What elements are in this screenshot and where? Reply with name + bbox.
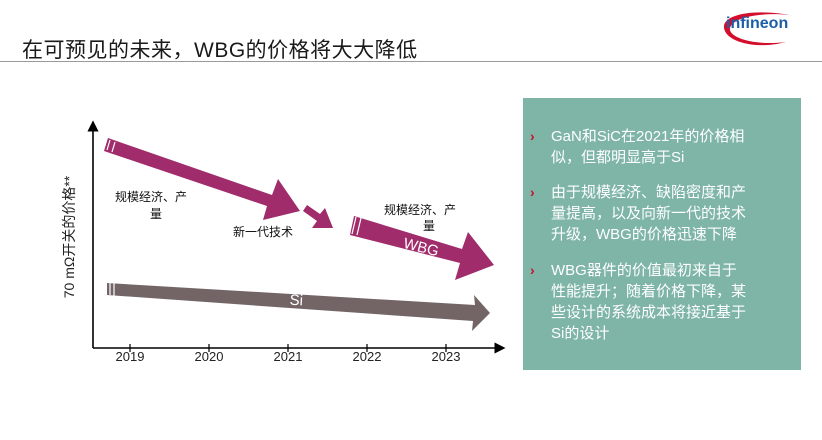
page-title: 在可预见的未来，WBG的价格将大大降低 (22, 39, 418, 62)
annotation-scale-1-line2: 量 (150, 207, 162, 221)
key-point-2-line-3: 升级，WBG的价格迅速下降 (551, 226, 737, 243)
wbg-arrow-segment-3 (350, 216, 494, 280)
key-point-1-line-2: 似，但都明显高于Si (551, 149, 685, 166)
wbg-arrow-label: WBG (402, 235, 441, 260)
y-axis-label: 70 mΩ开关的价格** (61, 175, 77, 298)
tick-label-2020: 2020 (195, 349, 224, 364)
tick-label-2023: 2023 (432, 349, 461, 364)
title-divider (0, 61, 822, 62)
key-point-1-line-1: GaN和SiC在2021年的价格相 (551, 128, 745, 145)
price-trend-diagram: 2019 2020 2021 2022 2023 70 mΩ开关的价格** Si… (61, 120, 506, 364)
annotation-scale-1-line1: 规模经济、产 (115, 189, 187, 204)
key-point-3-line-2: 性能提升；随着价格下降，某 (551, 283, 747, 300)
key-point-1: › GaN和SiC在2021年的价格相 似，但都明显高于Si (530, 126, 791, 168)
key-point-2-line-1: 由于规模经济、缺陷密度和产 (551, 184, 747, 201)
si-arrow-label: Si (289, 292, 303, 310)
annotation-scale-2-line1: 规模经济、产 (384, 202, 456, 217)
key-point-2-line-2: 量提高，以及向新一代的技术 (551, 205, 747, 222)
tick-label-2022: 2022 (353, 349, 382, 364)
key-point-3-line-3: 些设计的系统成本将接近基于 (551, 304, 747, 321)
si-arrow (107, 283, 490, 331)
tick-label-2019: 2019 (116, 349, 145, 364)
key-point-3: › WBG器件的价值最初来自于 性能提升；随着价格下降，某 些设计的系统成本将接… (530, 260, 791, 344)
bullet-arrow-icon: › (530, 184, 535, 200)
wbg-arrow-segment-2 (303, 205, 333, 228)
wbg-arrow-segment-1 (104, 138, 300, 220)
logo-text: infineon (726, 15, 789, 32)
tick-label-2021: 2021 (274, 349, 303, 364)
key-point-2: › 由于规模经济、缺陷密度和产 量提高，以及向新一代的技术 升级，WBG的价格迅… (530, 182, 791, 245)
key-points-panel: › GaN和SiC在2021年的价格相 似，但都明显高于Si › 由于规模经济、… (523, 98, 801, 370)
infineon-logo: infineon (716, 6, 808, 50)
annotation-next-gen: 新一代技术 (233, 224, 293, 239)
bullet-arrow-icon: › (530, 262, 535, 278)
key-point-3-line-1: WBG器件的价值最初来自于 (551, 262, 737, 279)
bullet-arrow-icon: › (530, 128, 535, 144)
annotation-scale-2-line2: 量 (423, 219, 435, 233)
key-point-3-line-4: Si的设计 (551, 325, 610, 342)
x-axis-ticks (129, 344, 447, 352)
